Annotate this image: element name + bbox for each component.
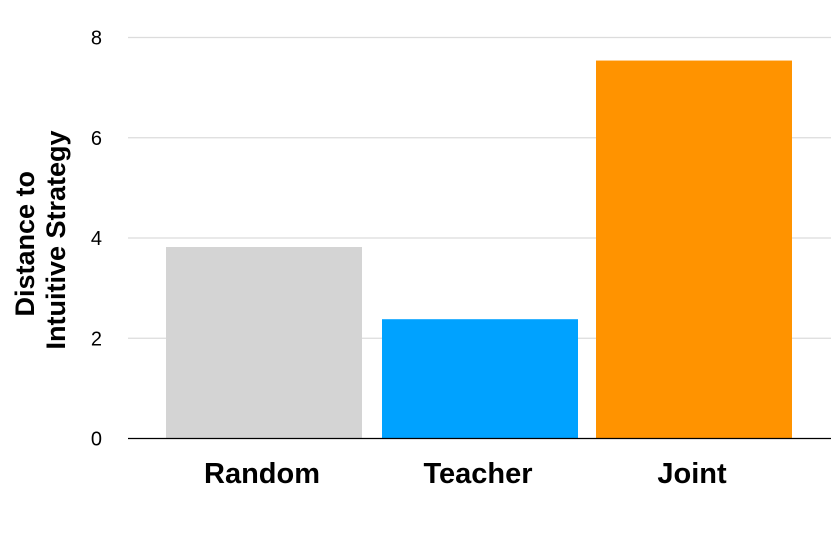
category-label-joint: Joint [657, 458, 727, 490]
y-tick-labels: 0 2 4 6 8 [91, 28, 102, 451]
y-tick-label: 2 [91, 328, 102, 350]
bar-random [166, 247, 362, 439]
category-label-teacher: Teacher [423, 458, 532, 490]
y-axis-label: Distance to Intuitive Strategy [10, 130, 71, 349]
y-axis-label-line-1: Distance to [10, 171, 40, 317]
y-axis-label-line-2: Intuitive Strategy [41, 130, 71, 349]
y-tick-label: 6 [91, 128, 102, 150]
category-label-random: Random [204, 458, 320, 490]
bar-joint [596, 60, 792, 439]
bars [166, 60, 792, 439]
y-tick-label: 0 [91, 429, 102, 451]
bar-teacher [382, 319, 578, 439]
y-tick-label: 4 [91, 228, 102, 250]
category-labels: Random Teacher Joint [204, 458, 727, 490]
y-tick-label: 8 [91, 28, 102, 50]
